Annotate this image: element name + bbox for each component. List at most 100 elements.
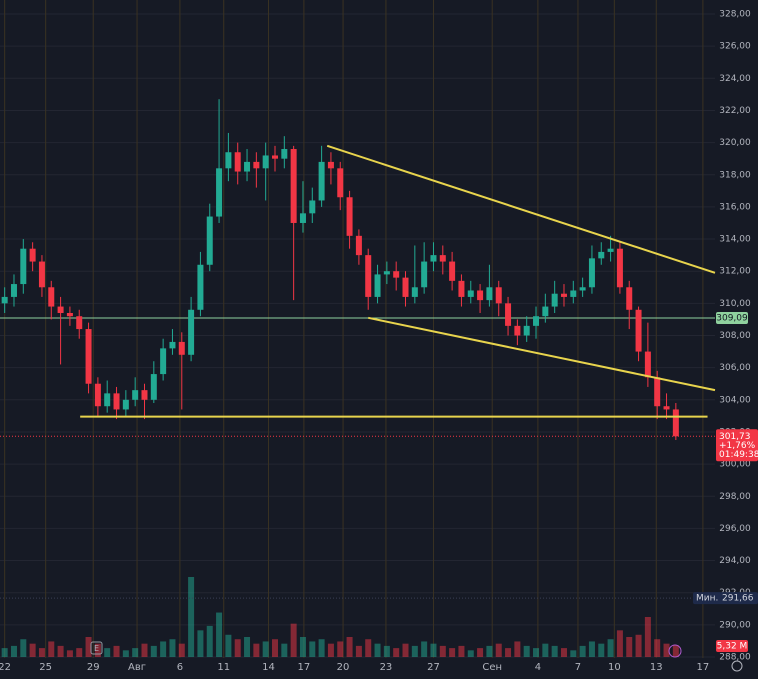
last-price-change: +1,76% [719,441,756,451]
last-price-countdown: 01:49:38 [719,450,758,460]
x-tick-label: 23 [380,662,393,673]
candle-body [430,255,437,262]
volume-bar [542,643,549,657]
volume-bar [29,643,36,657]
volume-bar [467,650,474,657]
x-tick-label: 17 [298,662,311,673]
event-icon[interactable] [90,641,103,655]
volume-bar [393,648,400,657]
candle-body [626,287,633,310]
x-tick-label: 7 [575,662,581,673]
volume-bar [94,643,101,657]
volume-bar [560,648,567,657]
volume-bar [281,643,288,657]
y-tick-label: 290,00 [719,620,751,630]
candle-body [309,200,316,214]
candle-body [104,393,111,407]
y-tick-label: 322,00 [719,106,751,116]
volume-bar [10,645,17,657]
level-tag-label: 309,09 [716,313,748,323]
volume-bar [421,641,428,657]
volume-bar [327,643,334,657]
volume-bar [216,612,223,657]
settings-icon[interactable] [731,660,743,672]
volume-bar [477,648,484,657]
volume-bar [244,637,251,657]
volume-bar [160,641,167,657]
x-tick-label: 29 [87,662,100,673]
volume-bar [551,645,558,657]
flash-icon[interactable] [668,644,682,658]
last-price-tag [716,429,758,462]
volume-bar [598,643,605,657]
candle-body [663,406,670,410]
y-tick-label: 294,00 [719,556,751,566]
candle-body [337,168,344,198]
x-tick-label: 14 [262,662,275,673]
candle-body [672,409,679,437]
volume-bar [654,639,661,657]
candle-body [654,377,661,407]
y-tick-label: 300,00 [719,460,751,470]
volume-bar [523,645,530,657]
y-tick-label: 308,00 [719,331,751,341]
candle-body [346,197,353,236]
volume-bar [299,637,306,657]
volume-bar [104,648,111,657]
x-tick-label: 4 [535,662,541,673]
volume-bar [626,637,633,657]
candle-body [197,264,204,310]
candle-body [365,255,372,297]
volume-bar [588,641,595,657]
candle-body [141,390,148,400]
y-tick-label: 324,00 [719,74,751,84]
y-tick-label: 326,00 [719,42,751,52]
volume-bar [141,643,148,657]
candle-body [150,374,157,400]
icons: E [90,641,743,672]
volume-bar [495,643,502,657]
volume-bar [579,645,586,657]
volume-bar [113,645,120,657]
volume-bar [225,634,232,657]
candle-body [262,155,269,169]
y-tick-label: 296,00 [719,524,751,534]
volume-bar [449,648,456,657]
candle-body [477,290,484,301]
volume-bar [38,648,45,657]
candle-body [458,280,465,297]
volume-bar [234,639,241,657]
y-tick-label: 328,00 [719,10,751,20]
candle-body [57,306,64,313]
candle-body [588,258,595,288]
y-tick-label: 288,00 [719,653,751,663]
x-tick-label: 25 [39,662,52,673]
candle-body [327,161,334,169]
x-tick-label: 6 [177,662,183,673]
candle-body [542,306,549,317]
min-tag-name: Мин. [696,594,718,604]
volume-bar [355,645,362,657]
y-tick-label: 312,00 [719,267,751,277]
volume-bar [616,630,623,657]
volume-bar [206,625,213,657]
volume-bar [644,617,651,657]
candle-body [299,213,306,223]
min-tag-label: 291,66 [722,594,754,604]
candle-body [281,149,288,159]
volume-bar [66,650,73,657]
candle-body [178,341,185,355]
candle-body [169,341,176,349]
candle-body [616,248,623,288]
volume-tag-label: 5,32 M [717,642,748,652]
candle-body [393,271,400,278]
volume-bar [411,645,418,657]
candle-body [467,290,474,297]
x-tick-label: 20 [337,662,350,673]
volume-bar [570,650,577,657]
volume-bar [20,639,27,657]
candle-body [514,325,521,336]
candle-body [402,277,409,297]
candle-body [635,309,642,352]
volume-bar [337,641,344,657]
